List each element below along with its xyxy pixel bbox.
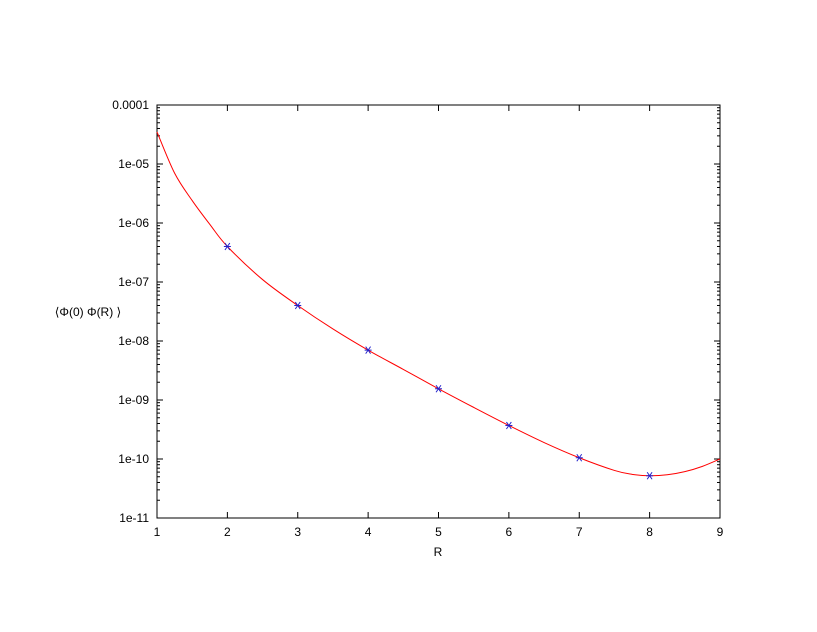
x-tick-label: 9 bbox=[717, 525, 724, 539]
y-tick-labels: 1e-11 1e-10 1e-09 1e-08 1e-07 1e-06 1e-05 0.000… bbox=[112, 98, 149, 525]
x-tick-label: 7 bbox=[576, 525, 583, 539]
tick-marks bbox=[156, 104, 721, 519]
data-point bbox=[505, 421, 513, 430]
data-point bbox=[646, 471, 654, 480]
x-tick-labels: 1 2 3 4 5 6 7 8 9 bbox=[154, 525, 724, 539]
y-tick-label: 1e-09 bbox=[118, 393, 149, 407]
fit-curve bbox=[156, 131, 721, 477]
data-points bbox=[223, 242, 654, 480]
y-tick-label: 1e-11 bbox=[119, 511, 149, 525]
y-tick-label: 1e-10 bbox=[118, 452, 149, 466]
x-tick-label: 5 bbox=[435, 525, 442, 539]
y-tick-label: 1e-07 bbox=[118, 275, 149, 289]
y-tick-label: 1e-05 bbox=[118, 157, 149, 171]
data-point bbox=[364, 346, 372, 354]
x-axis-label: R bbox=[434, 545, 443, 559]
x-tick-label: 8 bbox=[646, 525, 653, 539]
x-tick-label: 3 bbox=[294, 525, 301, 539]
x-tick-label: 2 bbox=[224, 525, 231, 539]
data-point bbox=[575, 453, 583, 462]
x-tick-label: 6 bbox=[506, 525, 513, 539]
data-point bbox=[435, 384, 442, 393]
y-axis-label: ⟨Φ(0) Φ(R) ⟩ bbox=[55, 305, 122, 319]
x-tick-label: 1 bbox=[154, 525, 161, 539]
x-tick-label: 4 bbox=[365, 525, 372, 539]
y-tick-label: 1e-08 bbox=[118, 334, 149, 348]
y-tick-label: 1e-06 bbox=[118, 216, 149, 230]
data-point bbox=[294, 301, 302, 310]
plot-frame bbox=[156, 104, 721, 519]
y-tick-label: 0.0001 bbox=[112, 98, 149, 112]
data-point bbox=[223, 242, 231, 251]
